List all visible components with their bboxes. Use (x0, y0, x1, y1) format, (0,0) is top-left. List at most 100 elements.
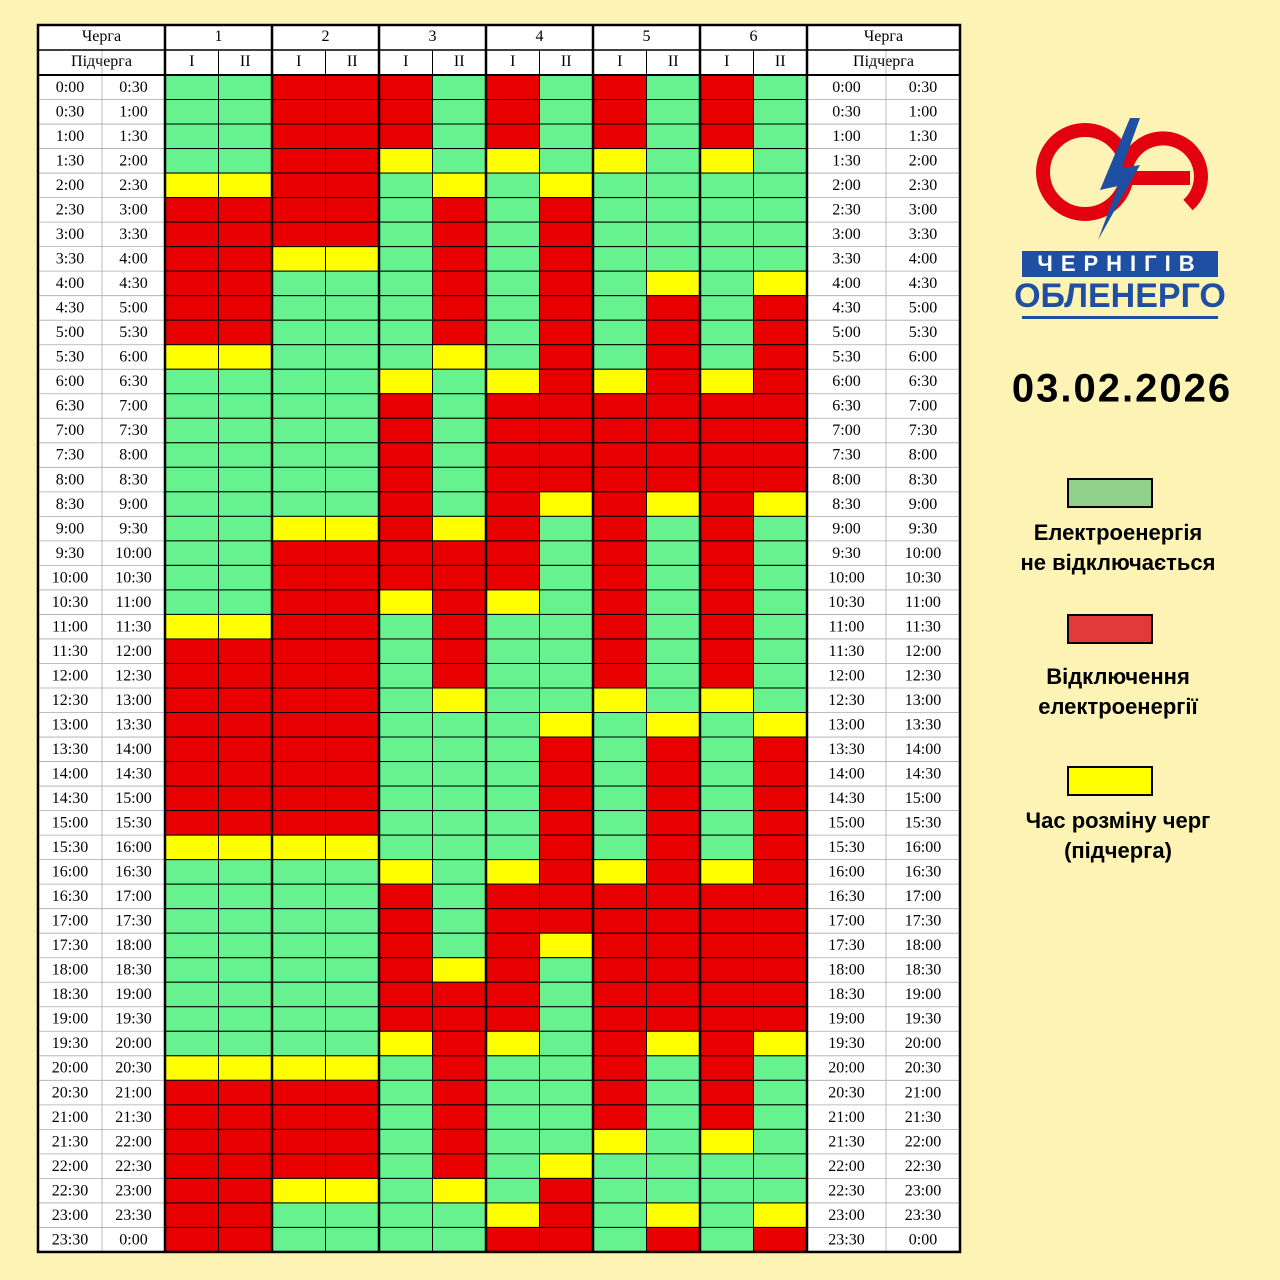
status-cell (539, 638, 594, 664)
status-cell (325, 613, 380, 640)
time-from: 2:00 (56, 177, 84, 194)
status-cell (753, 295, 808, 321)
time-from: 14:30 (828, 790, 864, 807)
time-from: 4:00 (832, 275, 860, 292)
status-cell (378, 491, 433, 517)
status-cell (218, 417, 273, 444)
status-cell (646, 417, 701, 444)
status-cell (485, 172, 540, 199)
status-cell (378, 687, 433, 714)
time-to: 23:00 (905, 1182, 941, 1199)
status-cell (485, 319, 540, 346)
time-from: 13:30 (828, 741, 864, 758)
status-cell (378, 1153, 433, 1179)
status-cell (485, 957, 540, 983)
status-cell (539, 74, 594, 101)
time-to: 19:00 (905, 986, 941, 1003)
time-to: 6:00 (909, 349, 937, 366)
status-cell (432, 1128, 487, 1155)
time-from: 23:30 (828, 1231, 864, 1248)
status-cell (753, 197, 808, 223)
time-to: 22:30 (115, 1158, 151, 1175)
status-cell (325, 417, 380, 444)
time-to: 17:30 (905, 913, 941, 930)
time-from: 8:30 (832, 496, 860, 513)
status-cell (592, 1055, 647, 1081)
status-cell (325, 1079, 380, 1106)
status-cell (432, 540, 487, 566)
legend-label: Відключення (1046, 664, 1190, 689)
status-cell (646, 368, 701, 395)
status-cell (753, 589, 808, 615)
status-cell (432, 491, 487, 517)
status-cell (699, 393, 754, 419)
status-cell (485, 221, 540, 248)
time-to: 11:00 (905, 594, 941, 611)
status-cell (485, 687, 540, 714)
status-cell (699, 1128, 754, 1155)
status-cell (218, 295, 273, 321)
status-cell (218, 687, 273, 714)
status-cell (699, 981, 754, 1008)
time-to: 10:00 (905, 545, 941, 562)
status-cell (325, 1030, 380, 1057)
status-cell (753, 221, 808, 248)
time-from: 13:00 (828, 716, 864, 733)
status-cell (753, 1202, 808, 1228)
time-from: 11:00 (829, 618, 865, 635)
status-cell (646, 957, 701, 983)
time-to: 13:30 (115, 716, 151, 733)
group-header: 6 (750, 28, 758, 45)
status-cell (432, 908, 487, 934)
status-cell (592, 148, 647, 174)
time-from: 9:30 (832, 545, 860, 562)
time-to: 16:30 (115, 864, 151, 881)
status-cell (325, 246, 380, 272)
status-cell (592, 295, 647, 321)
status-cell (271, 1177, 326, 1204)
status-cell (485, 981, 540, 1008)
status-cell (218, 1153, 273, 1179)
status-cell (753, 810, 808, 836)
status-cell (271, 246, 326, 272)
group-header: 5 (643, 28, 651, 45)
status-cell (164, 319, 219, 346)
status-cell (164, 246, 219, 272)
time-from: 15:00 (828, 815, 864, 832)
time-from: 14:00 (828, 765, 864, 782)
status-cell (271, 981, 326, 1008)
time-to: 10:30 (115, 569, 151, 586)
legend-label: Електроенергія (1034, 520, 1203, 545)
status-cell (325, 270, 380, 297)
status-cell (271, 1202, 326, 1228)
status-cell (218, 393, 273, 419)
status-cell (646, 1202, 701, 1228)
time-from: 12:30 (52, 692, 88, 709)
status-cell (485, 1079, 540, 1106)
status-cell (539, 1079, 594, 1106)
time-from: 20:30 (828, 1084, 864, 1101)
status-cell (164, 515, 219, 542)
table-border (36, 23, 962, 1254)
status-cell (539, 981, 594, 1008)
status-cell (592, 638, 647, 664)
status-cell (753, 613, 808, 640)
status-cell (164, 981, 219, 1008)
status-cell (432, 393, 487, 419)
status-cell (218, 908, 273, 934)
status-cell (485, 883, 540, 910)
time-from: 19:30 (828, 1035, 864, 1052)
time-from: 9:00 (56, 520, 84, 537)
status-cell (485, 417, 540, 444)
status-cell (378, 246, 433, 272)
time-from: 23:00 (52, 1207, 88, 1224)
status-cell (646, 99, 701, 125)
time-to: 4:30 (909, 275, 937, 292)
status-cell (753, 99, 808, 125)
time-to: 12:30 (115, 667, 151, 684)
status-cell (753, 1226, 808, 1253)
status-cell (378, 1030, 433, 1057)
status-cell (485, 393, 540, 419)
status-cell (699, 295, 754, 321)
status-cell (378, 1006, 433, 1032)
